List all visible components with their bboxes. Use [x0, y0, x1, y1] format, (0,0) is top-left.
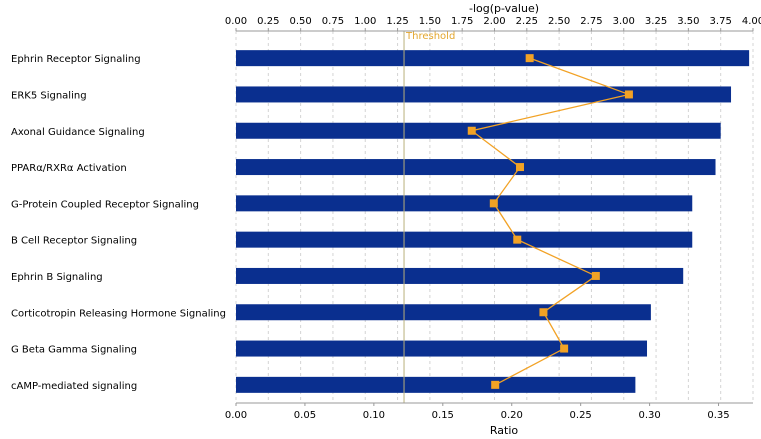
ratio-point [516, 163, 525, 172]
category-labels: Ephrin Receptor Signaling ERK5 Signaling A… [11, 54, 226, 392]
ratio-point [560, 344, 569, 353]
category-label: B Cell Receptor Signaling [11, 236, 137, 247]
bottom-tick-label: 0.00 [225, 410, 247, 421]
bottom-axis-title: Ratio [490, 424, 519, 437]
ratio-point [525, 54, 534, 63]
top-tick-label: 3.00 [613, 16, 635, 27]
bar [236, 376, 636, 393]
category-label: Ephrin Receptor Signaling [11, 54, 141, 65]
ratio-point [513, 235, 522, 244]
threshold-label: Threshold [405, 31, 455, 42]
bar [236, 122, 721, 139]
top-tick-label: 1.50 [419, 16, 441, 27]
top-tick-label: 2.75 [580, 16, 602, 27]
top-tick-label: 0.25 [257, 16, 279, 27]
top-axis-title: -log(p-value) [469, 2, 539, 15]
top-tick-label: 3.75 [710, 16, 732, 27]
top-tick-label: 0.50 [289, 16, 311, 27]
ratio-line [470, 57, 632, 386]
ratio-point [491, 380, 500, 389]
category-label: Corticotropin Releasing Hormone Signalin… [11, 308, 226, 319]
ratio-point [489, 199, 498, 208]
bottom-tick-label: 0.25 [570, 410, 592, 421]
top-tick-label: 2.50 [548, 16, 570, 27]
top-tick-label: 1.00 [354, 16, 376, 27]
category-label: G-Protein Coupled Receptor Signaling [11, 199, 199, 210]
bar [236, 195, 693, 212]
bar [236, 50, 750, 67]
top-tick-label: 0.75 [322, 16, 344, 27]
top-tick-label: 3.25 [645, 16, 667, 27]
top-tick-label: 2.00 [483, 16, 505, 27]
top-tick-label: 3.50 [677, 16, 699, 27]
bottom-tick-label: 0.20 [501, 410, 523, 421]
category-label: Axonal Guidance Signaling [11, 127, 145, 138]
bar [236, 231, 693, 248]
threshold-group: Threshold [403, 31, 455, 403]
category-label: PPARα/RXRα Activation [11, 163, 127, 174]
bar [236, 340, 648, 357]
bar-series [236, 50, 750, 393]
bottom-tick-label: 0.10 [363, 410, 385, 421]
ratio-point [539, 308, 548, 317]
ratio-point [467, 126, 476, 135]
top-tick-label: 2.25 [516, 16, 538, 27]
bottom-tick-label: 0.05 [294, 410, 316, 421]
top-tick-label: 4.00 [742, 16, 761, 27]
category-label: ERK5 Signaling [11, 90, 87, 101]
bar [236, 86, 732, 103]
top-tick-label: 1.25 [386, 16, 408, 27]
top-tick-label: 1.75 [451, 16, 473, 27]
bottom-tick-label: 0.15 [432, 410, 454, 421]
category-label: G Beta Gamma Signaling [11, 345, 137, 356]
axes: 0.00 0.25 0.50 0.75 1.00 1.25 1.50 1.75 2.00 2.25… [225, 2, 761, 437]
category-label: cAMP-mediated signaling [11, 381, 137, 392]
bottom-tick-label: 0.30 [638, 410, 660, 421]
category-label: Ephrin B Signaling [11, 272, 103, 283]
top-tick-label: 0.00 [225, 16, 247, 27]
bar [236, 159, 716, 176]
bar [236, 267, 684, 284]
ratio-series [467, 54, 633, 389]
bar [236, 304, 651, 321]
ratio-point [624, 90, 633, 99]
bottom-tick-label: 0.35 [707, 410, 729, 421]
ratio-point [591, 271, 600, 280]
